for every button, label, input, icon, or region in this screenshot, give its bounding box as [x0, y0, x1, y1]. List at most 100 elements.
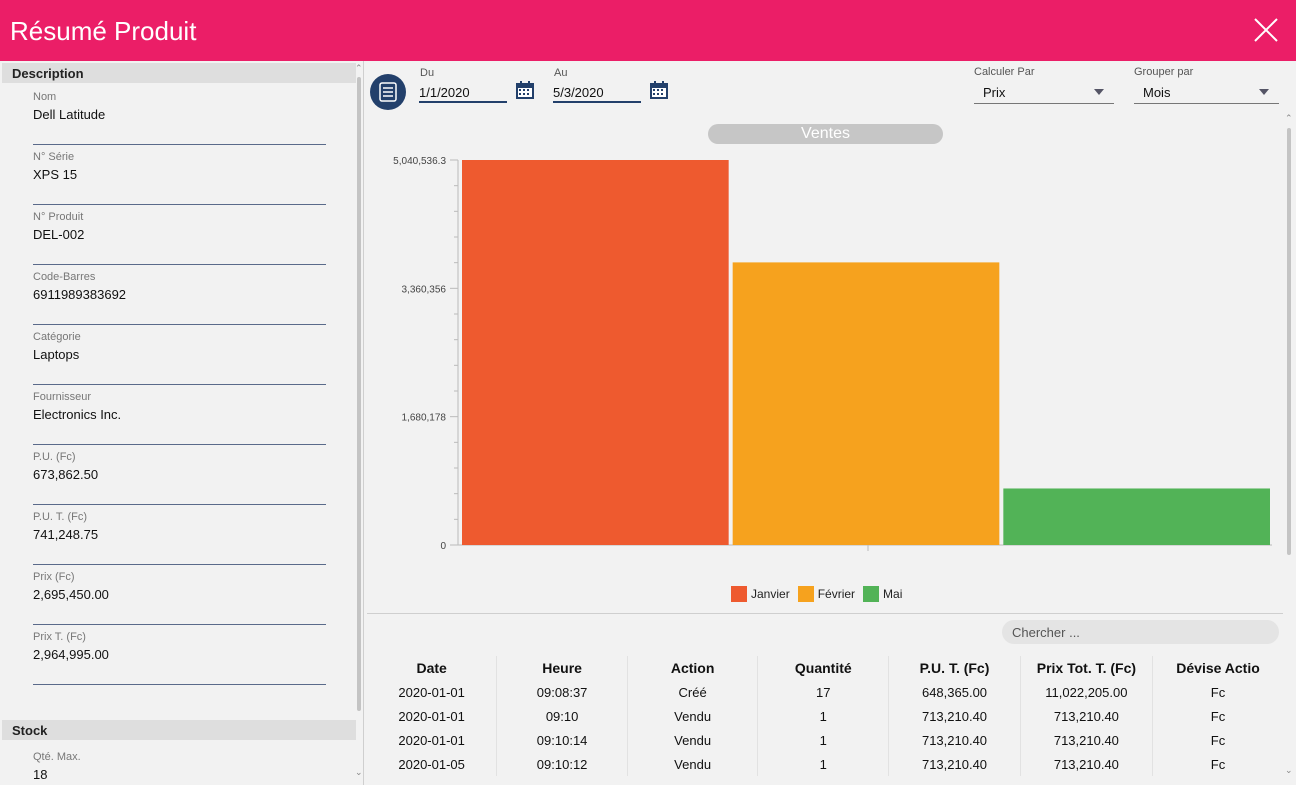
column-header[interactable]: P.U. T. (Fc)	[888, 656, 1021, 680]
legend-swatch	[797, 586, 814, 602]
legend-swatch	[863, 586, 880, 602]
table-cell: Vendu	[626, 704, 758, 728]
barcode-field[interactable]: Code-Barres 6911989383692	[33, 271, 326, 325]
table-cell: Fc	[1152, 704, 1283, 728]
calc-by-label: Calculer Par	[974, 66, 1035, 78]
field-value: 2,695,450.00	[33, 587, 109, 602]
search-input[interactable]: Chercher ...	[1002, 620, 1279, 644]
table-cell: 1	[757, 752, 889, 776]
scroll-up-icon[interactable]: ⌃	[1285, 113, 1293, 123]
field-value: XPS 15	[33, 167, 78, 182]
field-value: Dell Latitude	[33, 107, 106, 122]
unit-price-field[interactable]: P.U. (Fc) 673,862.50	[33, 451, 326, 505]
column-header[interactable]: Date	[416, 660, 447, 676]
field-label: Nom	[33, 91, 57, 103]
history-table: Date Heure Action Quantité P.U. T. (Fc) …	[367, 656, 1283, 776]
table-cell: 2020-01-01	[398, 684, 465, 700]
table-cell: 1	[757, 728, 889, 752]
legend-swatch	[731, 586, 747, 602]
calendar-icon[interactable]	[649, 80, 669, 100]
table-cell: 09:10:12	[496, 752, 628, 776]
column-header[interactable]: Prix Tot. T. (Fc)	[1019, 656, 1153, 680]
price-tax-field[interactable]: Prix T. (Fc) 2,964,995.00	[33, 631, 326, 685]
list-menu-icon	[379, 82, 397, 102]
list-menu-button[interactable]	[370, 74, 406, 110]
y-tick-label: 5,040,536.3	[393, 156, 446, 167]
details-panel: Description Nom Dell Latitude N° Série X…	[0, 61, 364, 785]
field-label: Prix T. (Fc)	[33, 631, 86, 643]
bar-janvier	[462, 160, 729, 545]
field-value: 6911989383692	[33, 287, 127, 302]
table-cell: 09:10:14	[496, 728, 628, 752]
table-cell: 2020-01-01	[398, 732, 465, 748]
from-date-input[interactable]: 1/1/2020	[419, 81, 507, 103]
field-value: Laptops	[33, 347, 80, 362]
price-field[interactable]: Prix (Fc) 2,695,450.00	[33, 571, 326, 625]
product-number-field[interactable]: N° Produit DEL-002	[33, 211, 326, 265]
table-cell: Fc	[1152, 728, 1283, 752]
group-by-label: Grouper par	[1134, 66, 1194, 78]
field-label: Fournisseur	[33, 391, 92, 403]
table-header-row: Date Heure Action Quantité P.U. T. (Fc) …	[367, 656, 1283, 680]
group-by-value: Mois	[1143, 85, 1171, 100]
table-cell: 09:08:37	[496, 680, 628, 704]
left-scrollbar-thumb[interactable]	[357, 77, 361, 711]
scroll-down-icon[interactable]: ⌄	[355, 767, 363, 777]
table-cell: Vendu	[626, 728, 758, 752]
serial-field[interactable]: N° Série XPS 15	[33, 151, 326, 205]
column-header[interactable]: Dévise Actio	[1152, 656, 1283, 680]
table-cell: 713,210.40	[1019, 704, 1153, 728]
column-header[interactable]: Heure	[496, 656, 628, 680]
title-bar: Résumé Produit	[0, 0, 1296, 61]
field-value: 18	[33, 767, 48, 782]
column-header[interactable]: Action	[626, 656, 758, 680]
bar-février	[732, 262, 1000, 545]
legend-item[interactable]: Février	[797, 585, 856, 603]
sales-panel: Du 1/1/2020 Au 5/3/2020 Calculer Par Pri…	[365, 61, 1296, 785]
table-cell: Fc	[1152, 680, 1283, 704]
table-row[interactable]: 2020-01-01 09:10:14 Vendu 1 713,210.40 7…	[367, 728, 1283, 752]
window-title: Résumé Produit	[10, 16, 197, 46]
name-field[interactable]: Nom Dell Latitude	[33, 91, 326, 145]
group-by-select[interactable]: Mois	[1134, 80, 1279, 104]
chart-title: Ventes	[708, 124, 943, 144]
field-label: P.U. T. (Fc)	[33, 511, 87, 523]
category-field[interactable]: Catégorie Laptops	[33, 331, 326, 385]
to-date-input[interactable]: 5/3/2020	[553, 81, 641, 103]
table-cell: 1	[757, 704, 889, 728]
calc-by-value: Prix	[983, 85, 1006, 100]
from-date-label: Du	[420, 67, 435, 79]
legend-label: Janvier	[751, 587, 790, 601]
table-cell: 2020-01-05	[398, 756, 465, 772]
legend-item[interactable]: Mai	[863, 585, 902, 603]
scroll-down-icon[interactable]: ⌄	[1285, 765, 1293, 775]
field-label: N° Série	[33, 151, 75, 163]
calc-by-select[interactable]: Prix	[974, 80, 1114, 104]
unit-price-tax-field[interactable]: P.U. T. (Fc) 741,248.75	[33, 511, 326, 565]
table-cell: 648,365.00	[888, 680, 1021, 704]
y-tick-label: 3,360,356	[402, 284, 447, 295]
scroll-up-icon[interactable]: ⌃	[355, 63, 363, 73]
field-label: Qté. Max.	[33, 751, 81, 763]
table-row[interactable]: 2020-01-05 09:10:12 Vendu 1 713,210.40 7…	[367, 752, 1283, 776]
field-value: 673,862.50	[33, 467, 99, 482]
right-scrollbar-thumb[interactable]	[1287, 128, 1291, 555]
legend-label: Mai	[883, 587, 903, 601]
table-cell: 17	[757, 680, 889, 704]
table-row[interactable]: 2020-01-01 09:10 Vendu 1 713,210.40 713,…	[367, 704, 1283, 728]
max-qty-field[interactable]: Qté. Max. 18	[33, 751, 326, 785]
field-value: DEL-002	[33, 227, 85, 242]
legend-item[interactable]: Janvier	[731, 585, 790, 603]
caret-down-icon	[1259, 89, 1269, 95]
calendar-icon[interactable]	[515, 80, 535, 100]
table-row[interactable]: 2020-01-01 09:08:37 Créé 17 648,365.00 1…	[367, 680, 1283, 704]
close-icon[interactable]	[1252, 16, 1280, 44]
column-header[interactable]: Quantité	[757, 656, 889, 680]
field-value: Electronics Inc.	[33, 407, 122, 422]
supplier-field[interactable]: Fournisseur Electronics Inc.	[33, 391, 326, 445]
table-cell: 713,210.40	[888, 752, 1021, 776]
sales-chart: 5,040,536.3 3,360,356 1,680,178 0	[393, 156, 1272, 552]
description-header: Description	[2, 63, 356, 83]
legend-label: Février	[817, 587, 856, 601]
table-cell: Fc	[1152, 752, 1283, 776]
